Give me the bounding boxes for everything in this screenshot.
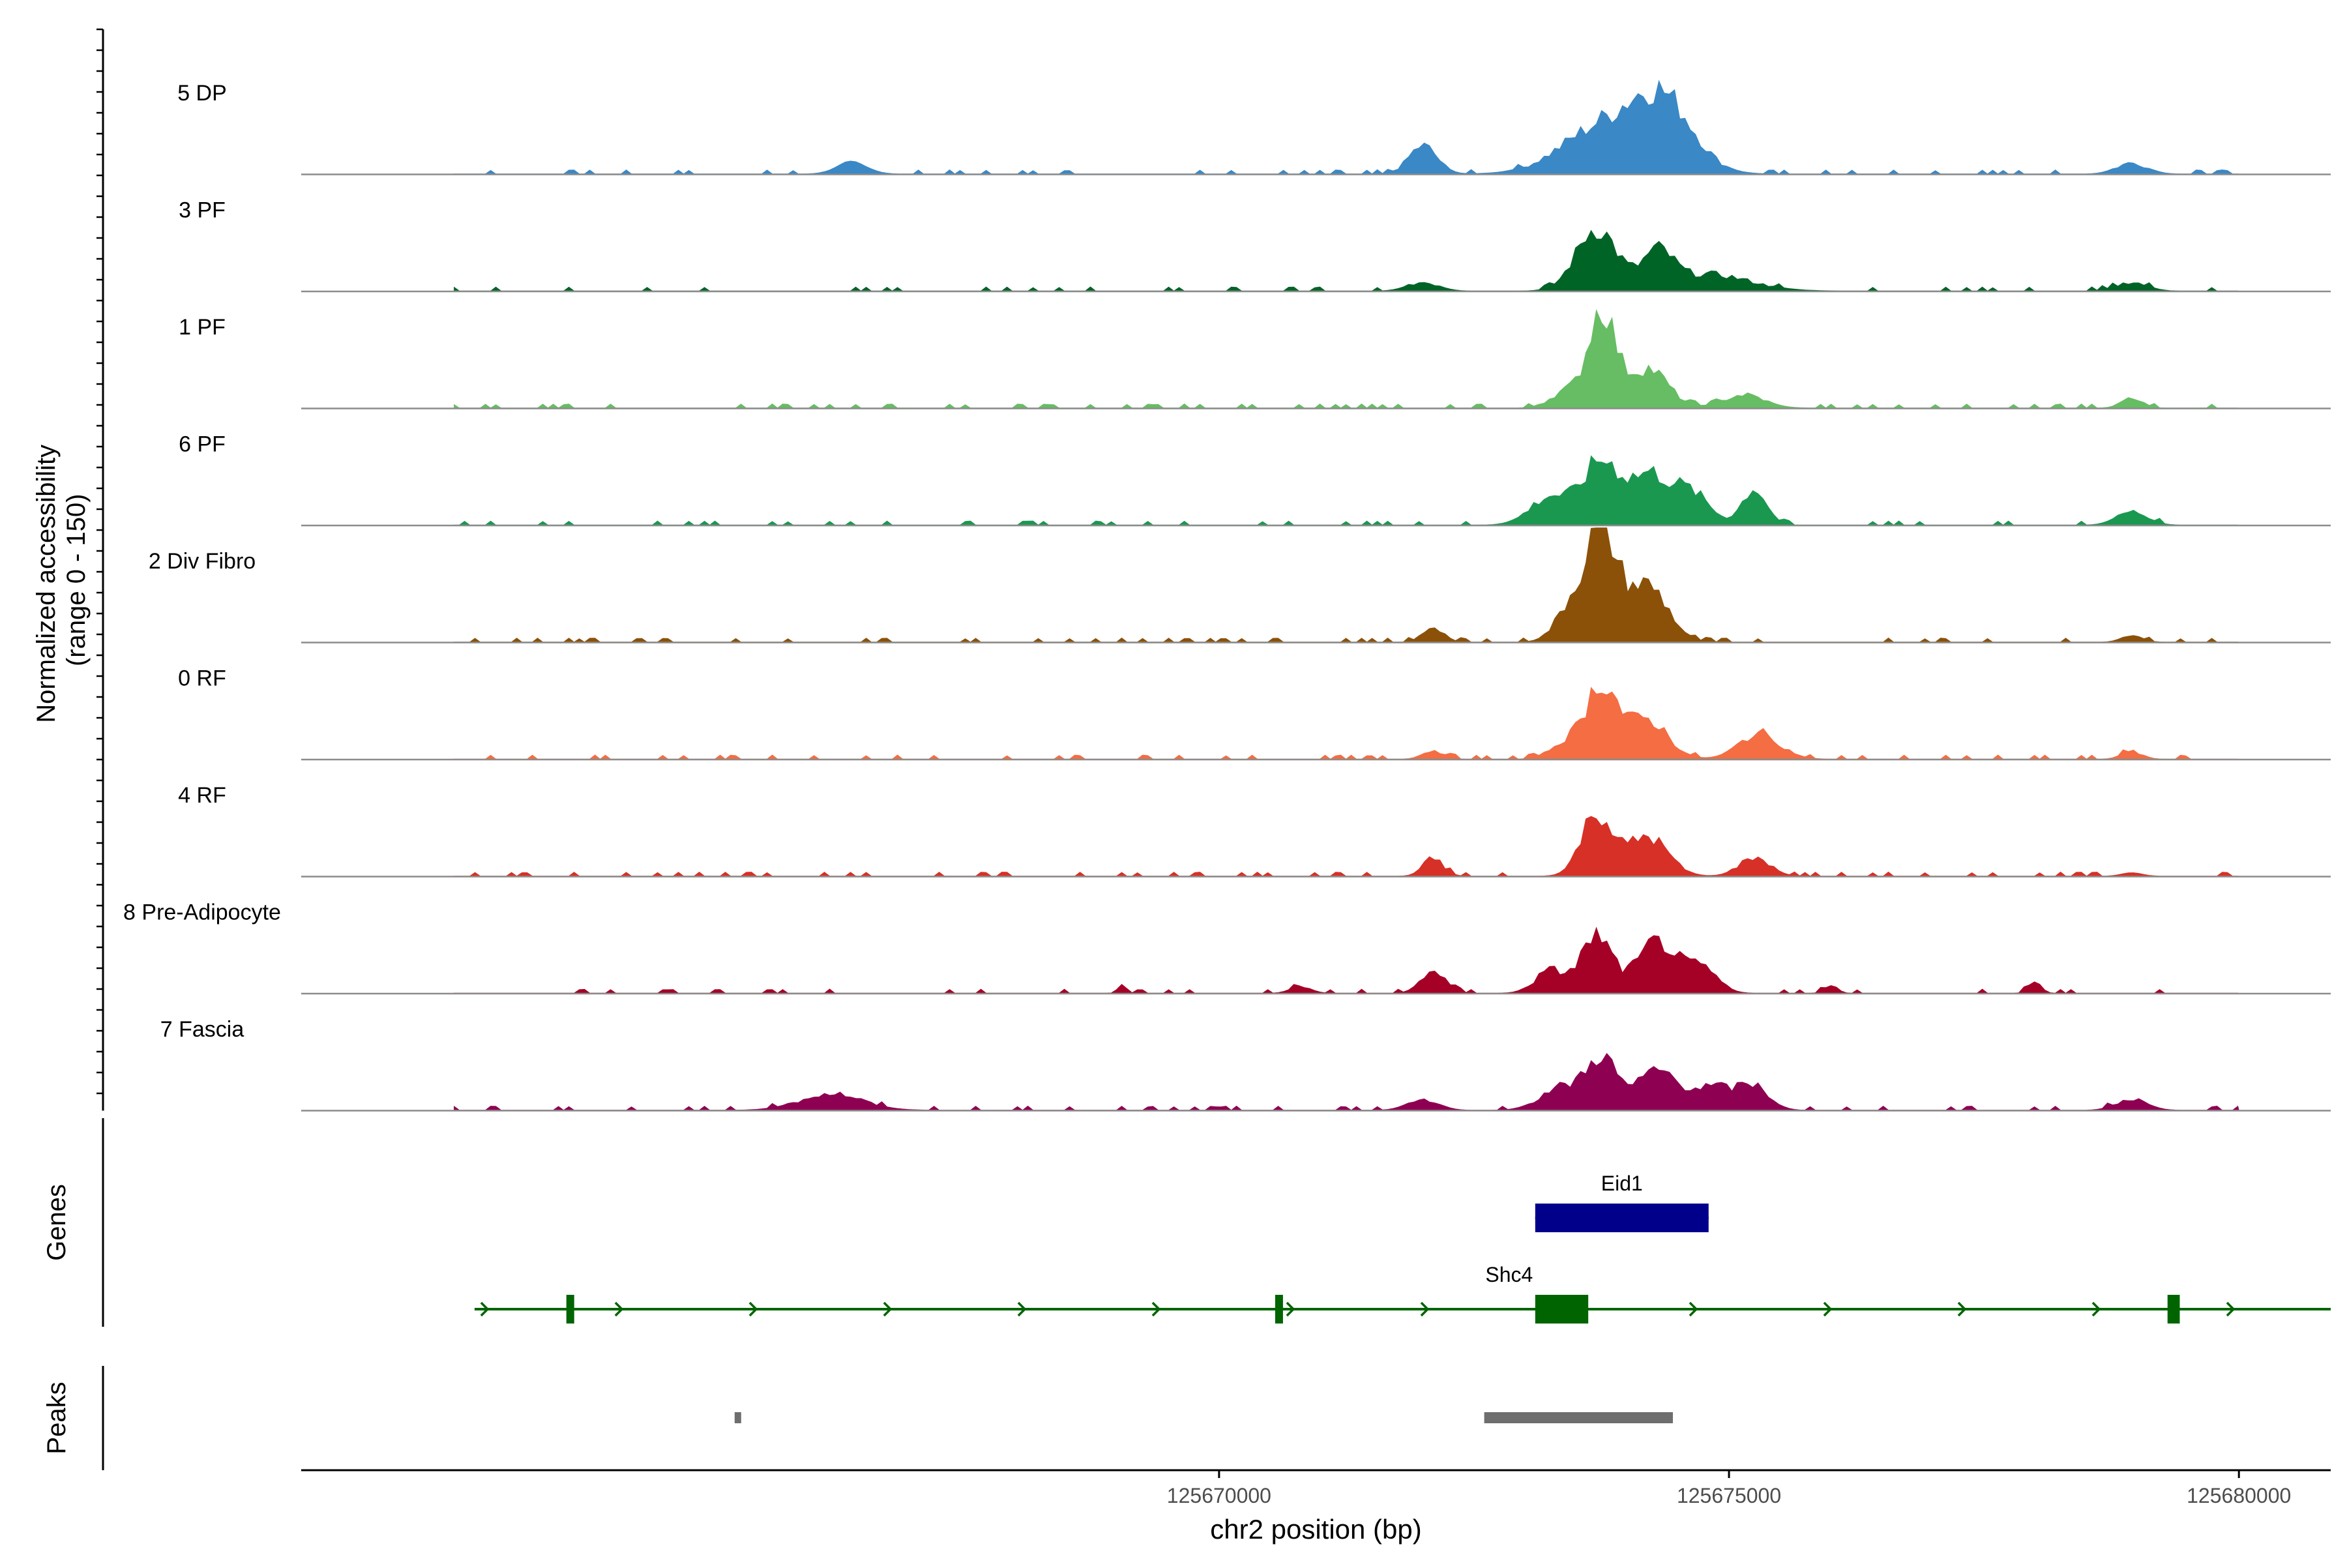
track-0-rf: 0 RF bbox=[178, 666, 2331, 761]
strand-arrow-icon bbox=[1823, 1301, 1833, 1317]
y-axis-label-line-1: Normalized accessibility bbox=[32, 445, 61, 723]
track-label: 4 RF bbox=[178, 783, 226, 808]
strand-arrow-icon bbox=[883, 1301, 893, 1317]
peaks-panel: Peaks bbox=[42, 1366, 1674, 1470]
coverage-area bbox=[454, 229, 2239, 292]
strand-arrow-icon bbox=[2091, 1301, 2101, 1317]
peak-region bbox=[1484, 1412, 1674, 1423]
track-label: 6 PF bbox=[179, 432, 226, 457]
strand-arrow-icon bbox=[748, 1301, 758, 1317]
coverage-area bbox=[454, 1052, 2239, 1111]
genes-panel-label: Genes bbox=[42, 1184, 71, 1261]
track-label: 0 RF bbox=[178, 666, 226, 691]
track-6-pf: 6 PF bbox=[179, 432, 2331, 527]
peak-region bbox=[734, 1412, 741, 1423]
gene-shc4: Shc4 bbox=[474, 1263, 2331, 1324]
coverage-tracks: 5 DP 3 PF 1 PF 6 PF 2 Div Fibro 0 RF 4 RF 8 Pre… bbox=[123, 80, 2331, 1112]
strand-arrow-icon bbox=[1420, 1301, 1430, 1317]
strand-arrow-icon bbox=[1151, 1301, 1161, 1317]
track-label: 5 DP bbox=[177, 81, 227, 106]
track-8-pre-adipocyte: 8 Pre-Adipocyte bbox=[123, 900, 2331, 995]
exon bbox=[1535, 1204, 1709, 1232]
track-label: 1 PF bbox=[179, 315, 226, 340]
x-tick-label: 125675000 bbox=[1677, 1484, 1781, 1507]
coverage-area bbox=[454, 687, 2239, 760]
coverage-area bbox=[454, 308, 2239, 409]
coverage-area bbox=[454, 527, 2239, 643]
coverage-area bbox=[454, 455, 2239, 526]
exon bbox=[566, 1295, 574, 1324]
coverage-area bbox=[454, 926, 2239, 994]
track-2-div-fibro: 2 Div Fibro bbox=[149, 527, 2331, 643]
strand-arrow-icon bbox=[614, 1301, 624, 1317]
exon bbox=[1535, 1295, 1589, 1324]
strand-arrow-icon bbox=[480, 1301, 490, 1317]
strand-arrow-icon bbox=[2226, 1301, 2236, 1317]
exon bbox=[1275, 1295, 1283, 1324]
track-label: 2 Div Fibro bbox=[149, 549, 256, 574]
coverage-area bbox=[454, 816, 2239, 877]
strand-arrow-icon bbox=[1017, 1301, 1027, 1317]
genes-panel: Genes Eid1 Shc4 bbox=[42, 1118, 2331, 1327]
track-label: 3 PF bbox=[179, 198, 226, 223]
gene-eid1: Eid1 bbox=[1535, 1172, 1709, 1232]
track-5-dp: 5 DP bbox=[177, 80, 2331, 175]
coverage-area bbox=[454, 80, 2239, 175]
track-4-rf: 4 RF bbox=[178, 783, 2331, 878]
strand-arrow-icon bbox=[1689, 1301, 1698, 1317]
gene-label: Eid1 bbox=[1601, 1172, 1643, 1195]
strand-arrow-icon bbox=[1286, 1301, 1295, 1317]
peaks-panel-label: Peaks bbox=[42, 1382, 71, 1454]
track-7-fascia: 7 Fascia bbox=[160, 1017, 2331, 1112]
track-label: 8 Pre-Adipocyte bbox=[123, 900, 281, 925]
strand-arrow-icon bbox=[1957, 1301, 1967, 1317]
x-tick-label: 125680000 bbox=[2187, 1484, 2291, 1507]
exon bbox=[2167, 1295, 2180, 1324]
x-tick-label: 125670000 bbox=[1167, 1484, 1271, 1507]
gene-label: Shc4 bbox=[1485, 1263, 1533, 1286]
track-3-pf: 3 PF bbox=[179, 198, 2331, 293]
x-axis: 125670000 125675000 125680000 bbox=[301, 1469, 2331, 1507]
y-axis-label-line-2: (range 0 - 150) bbox=[62, 494, 91, 666]
x-axis-label: chr2 position (bp) bbox=[1210, 1514, 1422, 1545]
y-axis-label: Normalized accessibility (range 0 - 150) bbox=[32, 437, 91, 723]
track-label: 7 Fascia bbox=[160, 1017, 244, 1042]
track-1-pf: 1 PF bbox=[179, 308, 2331, 409]
